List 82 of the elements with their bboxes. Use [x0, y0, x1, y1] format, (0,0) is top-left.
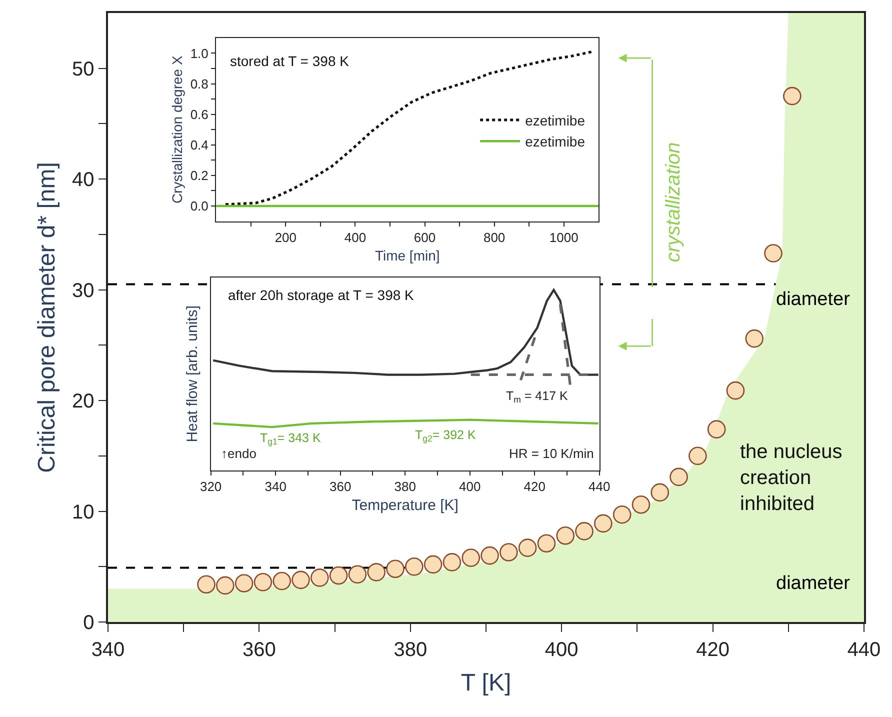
legend-label: ezetimibe: [525, 134, 586, 150]
annotation: after 20h storage at T = 398 K: [228, 287, 415, 303]
y-axis-title: Crystallization degree X: [168, 55, 185, 204]
point: [500, 543, 518, 562]
x-tick-label: 440: [847, 638, 881, 661]
y-tick-label: 40: [72, 169, 94, 192]
x-tick-label: 360: [242, 638, 276, 661]
annotation: T$_{g2}$= 392 K: [415, 428, 476, 444]
point: [442, 553, 462, 572]
x-tick-label: 400: [544, 638, 578, 661]
x-tick-label: 340: [91, 638, 125, 661]
annotation: stored at T = 398 K: [230, 53, 350, 69]
point: [272, 572, 292, 590]
line-series: [224, 50, 594, 206]
point: [783, 86, 802, 106]
point: [612, 505, 632, 524]
y-tick-label: 1.0: [190, 46, 208, 61]
y-tick-label: 0.2: [190, 168, 208, 183]
point: [329, 566, 348, 585]
annotation: T$_{m}$ = 417 K: [506, 389, 569, 405]
y-tick-label: 10: [72, 501, 94, 524]
point: [575, 522, 594, 540]
annotation: T$_{g1}$= 343 K: [260, 431, 322, 447]
x-tick-label: 800: [483, 230, 506, 245]
annotation: HR = 10 K/min: [509, 446, 594, 461]
point: [310, 568, 329, 587]
x-tick-label: 600: [414, 230, 436, 245]
point: [726, 381, 745, 400]
point: [518, 538, 537, 557]
x-axis-title: Temperature [K]: [352, 497, 458, 514]
point: [764, 244, 782, 262]
ref-line-label: diameter: [776, 289, 851, 310]
point: [650, 483, 670, 502]
point: [367, 563, 386, 582]
annotation: crystallization: [662, 142, 685, 262]
point: [745, 329, 764, 348]
y-tick-label: 0.0: [190, 198, 208, 214]
legend-label: ezetimibe: [525, 112, 586, 128]
ref-line-label: diameter: [776, 573, 851, 594]
x-tick-label: 400: [459, 479, 481, 494]
x-axis-title: Time [min]: [374, 247, 440, 264]
point: [670, 468, 688, 486]
y-tick-label: 20: [72, 390, 94, 413]
annotation: ↑endo: [221, 446, 256, 461]
y-tick-label: 0: [83, 612, 94, 634]
point: [234, 574, 254, 592]
point: [405, 557, 424, 576]
y-tick-label: 30: [72, 280, 94, 302]
point: [688, 446, 707, 466]
point: [254, 572, 272, 592]
point: [386, 560, 404, 578]
x-axis-title: T [K]: [460, 670, 512, 697]
point: [632, 495, 650, 514]
x-tick-label: 380: [394, 638, 428, 661]
point: [424, 555, 442, 574]
y-tick-label: 0.4: [190, 137, 208, 152]
y-tick-label: 50: [72, 58, 94, 80]
x-tick-label: 400: [344, 230, 366, 245]
point: [216, 576, 234, 595]
point: [556, 526, 575, 545]
x-tick-label: 1000: [549, 230, 578, 245]
point: [707, 420, 726, 438]
x-tick-label: 420: [524, 479, 546, 494]
x-tick-label: 340: [264, 479, 286, 494]
point: [348, 565, 367, 584]
y-axis-title: Heat flow [arb. units]: [184, 305, 201, 442]
y-axis-title: Critical pore diameter d* [nm]: [34, 162, 61, 473]
annotation: the nucleus creation inhibited: [740, 441, 842, 515]
point: [292, 570, 310, 590]
x-tick-label: 320: [200, 479, 222, 494]
point: [594, 514, 612, 533]
x-tick-label: 440: [588, 479, 610, 494]
x-tick-label: 420: [696, 638, 730, 661]
x-tick-label: 380: [394, 479, 416, 494]
point: [197, 575, 216, 594]
point: [480, 546, 499, 565]
x-tick-label: 360: [329, 479, 352, 494]
point: [462, 548, 480, 567]
x-tick-label: 200: [274, 230, 297, 245]
y-tick-label: 0.8: [190, 76, 208, 92]
point: [537, 534, 556, 553]
y-tick-label: 0.6: [190, 106, 208, 122]
